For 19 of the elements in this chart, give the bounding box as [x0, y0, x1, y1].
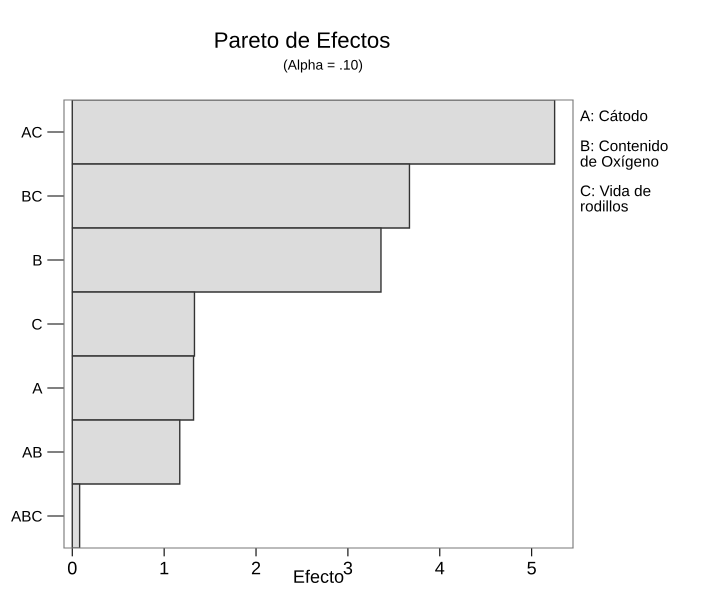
- y-tick-label: ABC: [11, 510, 42, 522]
- chart-title: Pareto de Efectos: [216, 32, 390, 48]
- x-tick-label: 1: [160, 562, 168, 574]
- y-tick-label: AB: [22, 447, 42, 458]
- x-tick-label: 3: [344, 562, 352, 574]
- x-tick-label: 5: [527, 562, 536, 574]
- chart-subtitle: (Alpha = .10): [284, 60, 362, 72]
- y-tick-label: AC: [21, 126, 42, 138]
- text: B: Contenido de Oxígeno: [580, 140, 668, 170]
- y-tick-label: C: [32, 318, 42, 330]
- y-tick-label: A: [32, 383, 42, 394]
- x-axis-title: Efecto: [294, 570, 344, 583]
- x-tick-label: 4: [435, 562, 444, 574]
- y-tick-label: B: [34, 255, 42, 266]
- x-tick-label: 0: [68, 562, 77, 574]
- text: A: Cátodo: [580, 110, 648, 122]
- x-tick-label: 2: [252, 562, 260, 574]
- y-tick-label: BC: [22, 190, 42, 202]
- text: C: Vida de rodillos: [580, 185, 650, 212]
